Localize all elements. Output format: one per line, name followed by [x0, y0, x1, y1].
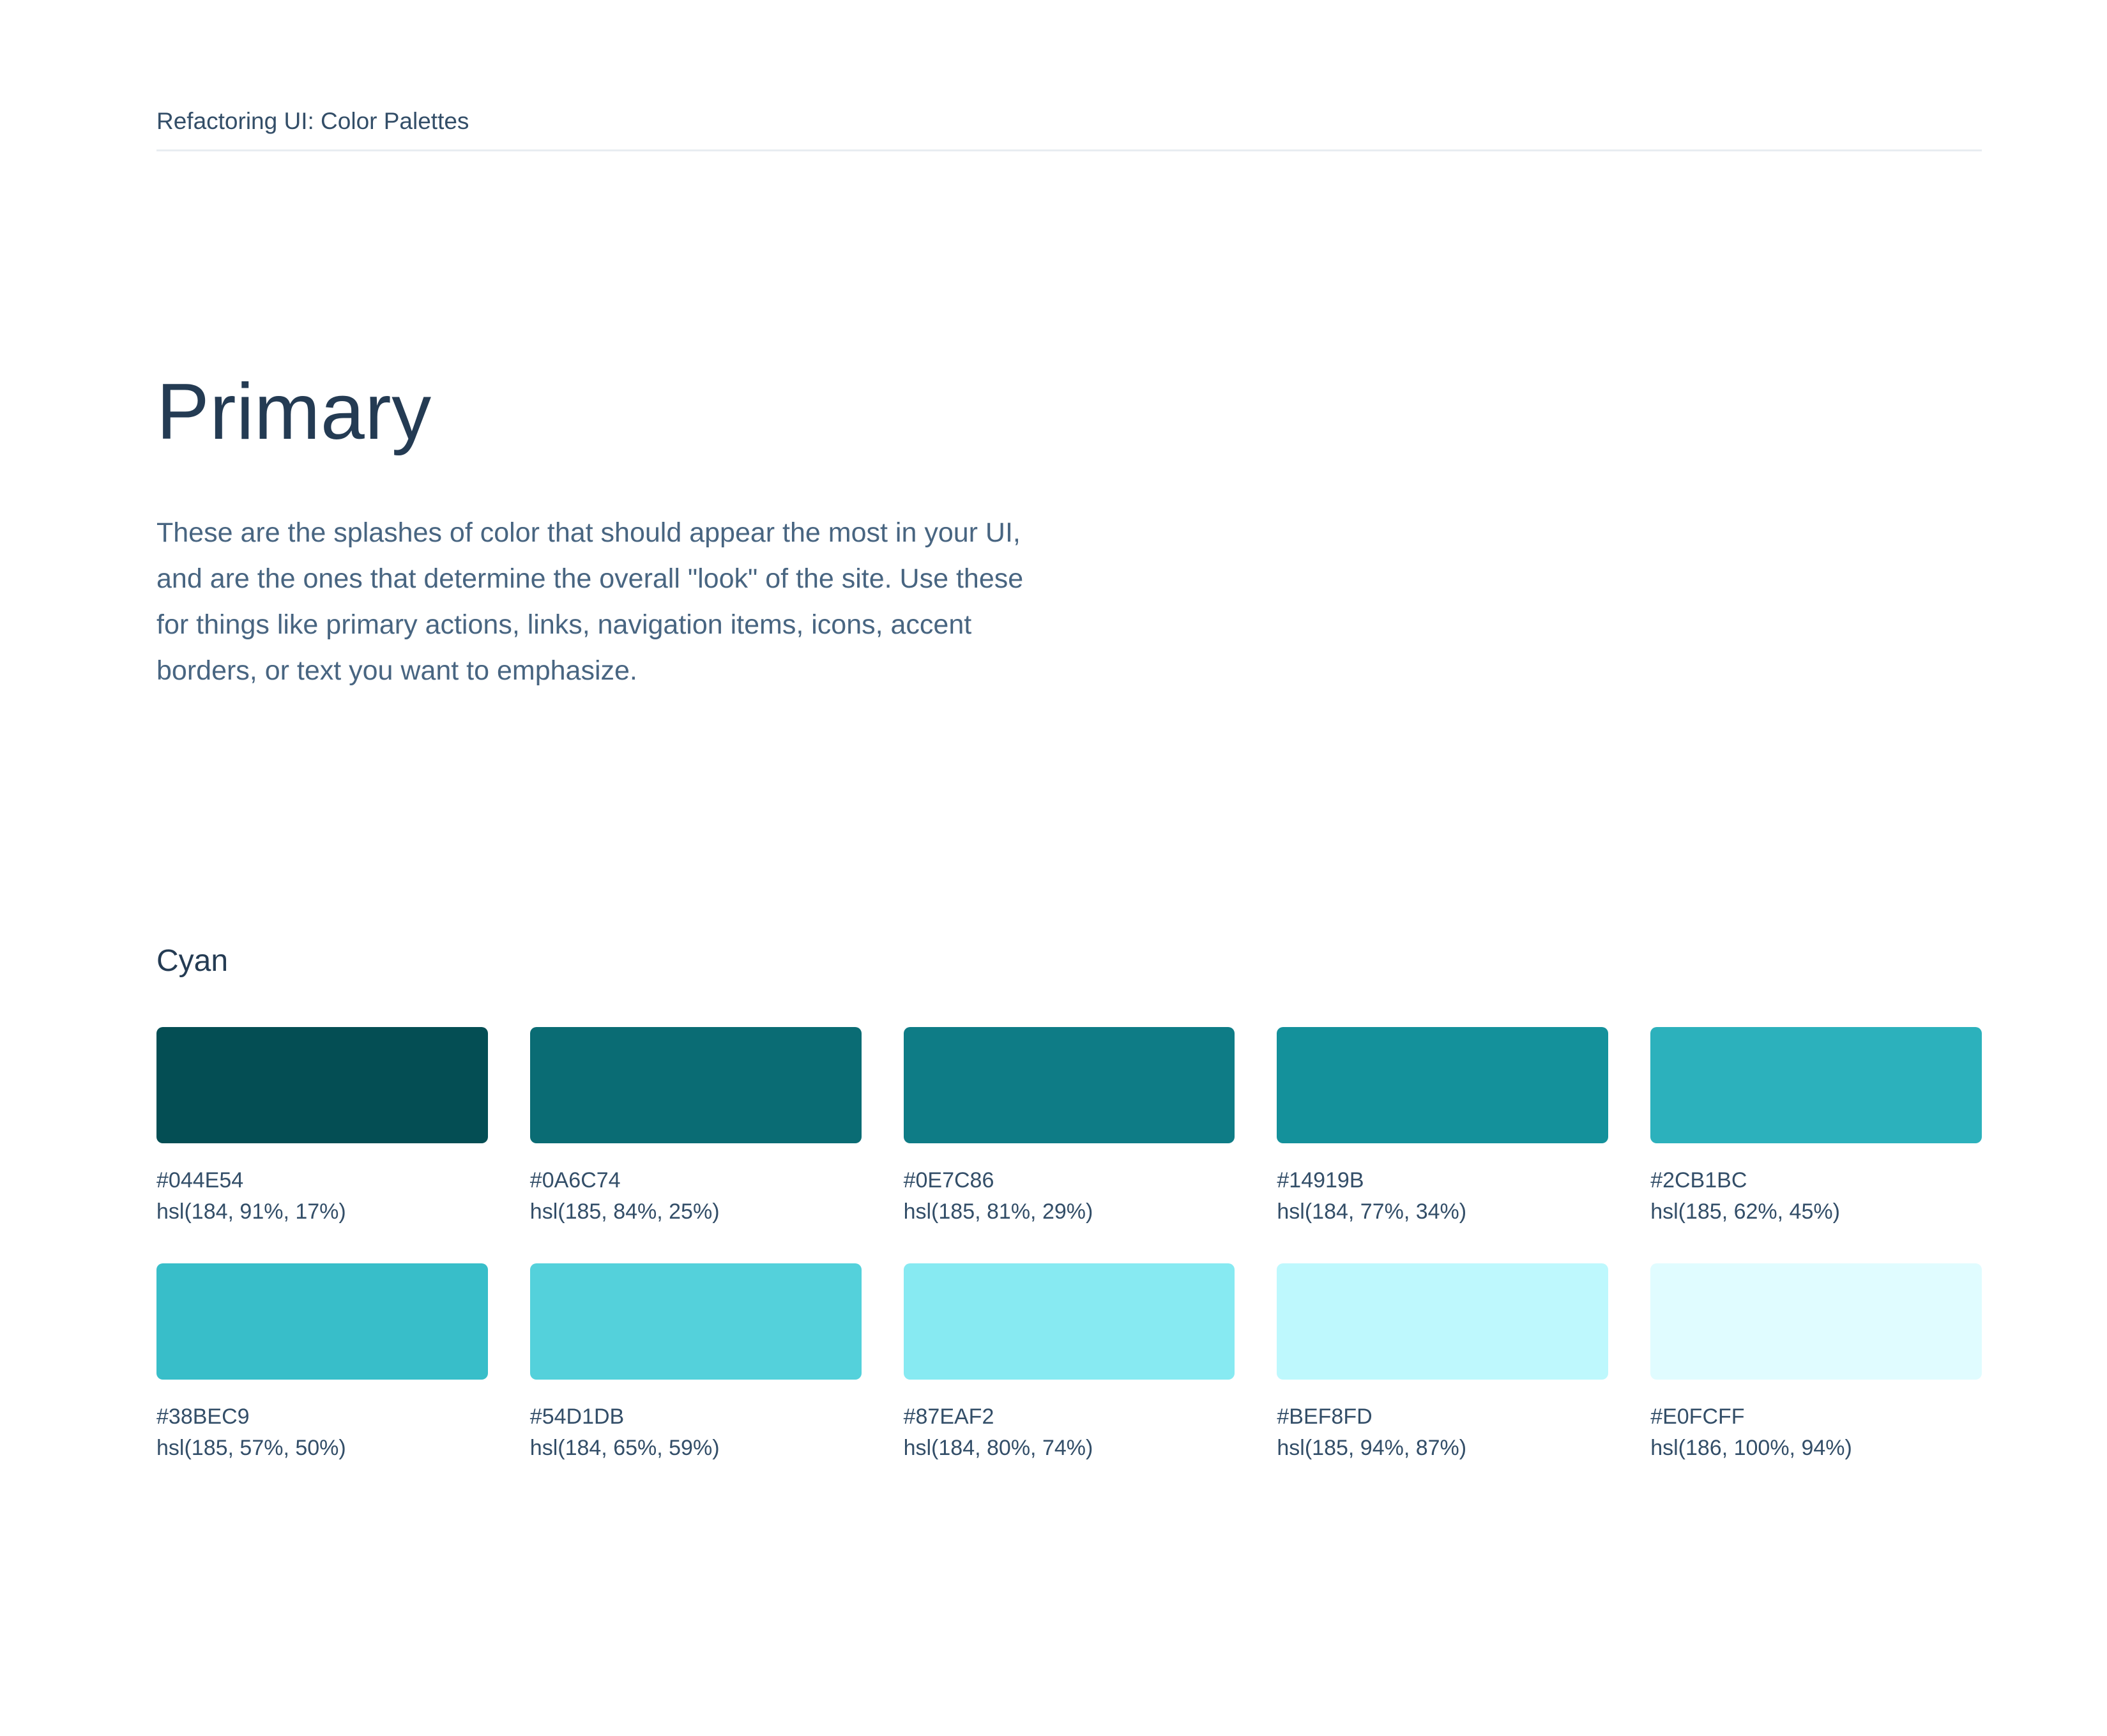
color-swatch [529, 1263, 862, 1380]
color-swatch [1650, 1263, 1982, 1380]
swatch-hsl-label: hsl(185, 57%, 50%) [156, 1436, 346, 1461]
color-swatch [903, 1027, 1235, 1144]
palette-name: Cyan [156, 943, 229, 978]
swatch-cell: #14919B hsl(184, 77%, 34%) [1277, 1027, 1609, 1228]
color-swatch [529, 1027, 862, 1144]
swatch-hsl-label: hsl(185, 94%, 87%) [1277, 1436, 1467, 1461]
swatch-cell: #87EAF2 hsl(184, 80%, 74%) [903, 1263, 1235, 1464]
swatch-hex-label: #87EAF2 [903, 1405, 994, 1429]
swatch-hex-label: #E0FCFF [1650, 1405, 1745, 1429]
color-swatch [156, 1263, 488, 1380]
swatch-hex-label: #BEF8FD [1277, 1405, 1373, 1429]
section-title: Primary [156, 368, 432, 457]
header-divider [156, 149, 1982, 152]
swatch-hsl-label: hsl(184, 91%, 17%) [156, 1199, 346, 1224]
color-swatch [1277, 1263, 1609, 1380]
swatch-cell: #044E54 hsl(184, 91%, 17%) [156, 1027, 488, 1228]
section-description: These are the splashes of color that sho… [156, 517, 1024, 686]
swatch-hex-label: #2CB1BC [1650, 1168, 1747, 1193]
swatch-hex-label: #0A6C74 [529, 1168, 621, 1193]
swatch-hsl-label: hsl(184, 77%, 34%) [1277, 1199, 1467, 1224]
swatch-hsl-label: hsl(185, 81%, 29%) [903, 1199, 1093, 1224]
color-swatch [156, 1027, 488, 1144]
color-swatch [903, 1263, 1235, 1380]
swatch-hsl-label: hsl(185, 62%, 45%) [1650, 1199, 1840, 1224]
page-container: Refactoring UI: Color Palettes Primary T… [156, 107, 1982, 1464]
swatch-cell: #2CB1BC hsl(185, 62%, 45%) [1650, 1027, 1982, 1228]
swatch-hex-label: #14919B [1277, 1168, 1364, 1193]
swatch-hex-label: #0E7C86 [903, 1168, 994, 1193]
swatch-hex-label: #044E54 [156, 1168, 244, 1193]
swatch-hsl-label: hsl(185, 84%, 25%) [529, 1199, 720, 1224]
swatch-hex-label: #38BEC9 [156, 1405, 250, 1429]
swatch-cell: #BEF8FD hsl(185, 94%, 87%) [1277, 1263, 1609, 1464]
swatch-cell: #0A6C74 hsl(185, 84%, 25%) [529, 1027, 862, 1228]
swatch-hsl-label: hsl(184, 80%, 74%) [903, 1436, 1093, 1461]
swatch-cell: #54D1DB hsl(184, 65%, 59%) [529, 1263, 862, 1464]
swatch-hsl-label: hsl(184, 65%, 59%) [529, 1436, 720, 1461]
swatch-cell: #0E7C86 hsl(185, 81%, 29%) [903, 1027, 1235, 1228]
swatch-grid: #044E54 hsl(184, 91%, 17%) #0A6C74 hsl(185,… [156, 1027, 1982, 1464]
swatch-cell: #E0FCFF hsl(186, 100%, 94%) [1650, 1263, 1982, 1464]
color-swatch [1650, 1027, 1982, 1144]
page-header-title: Refactoring UI: Color Palettes [156, 108, 469, 134]
swatch-cell: #38BEC9 hsl(185, 57%, 50%) [156, 1263, 488, 1464]
color-swatch [1277, 1027, 1609, 1144]
swatch-hsl-label: hsl(186, 100%, 94%) [1650, 1436, 1852, 1461]
swatch-hex-label: #54D1DB [529, 1405, 625, 1429]
